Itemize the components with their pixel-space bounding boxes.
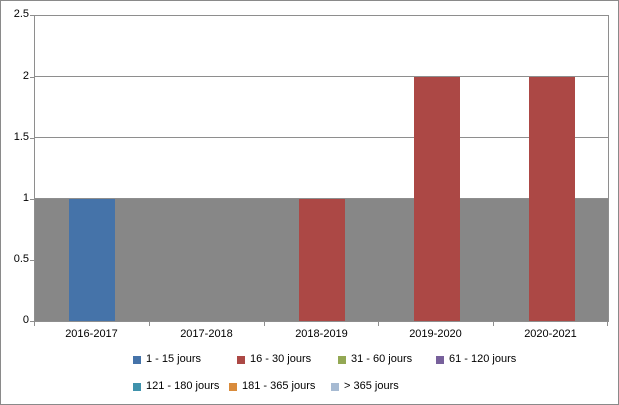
- y-axis-label-1: 1: [22, 192, 29, 204]
- x-axis-label-2017-2018: 2017-2018: [180, 328, 233, 340]
- y-axis-label-2.5: 2.5: [13, 8, 29, 20]
- y-tick: [30, 77, 34, 78]
- legend-swatch-1-15-jours: [133, 355, 141, 364]
- bar-2020-2021-16-30-jours: [528, 77, 575, 321]
- legend-swatch-16-30-jours: [237, 355, 245, 364]
- x-tick: [378, 322, 379, 326]
- y-axis-label-0: 0: [22, 314, 29, 326]
- legend-swatch-gt-365-jours: [331, 382, 339, 391]
- legend-swatch-121-180-jours: [133, 382, 141, 391]
- legend-swatch-181-365-jours: [229, 382, 237, 391]
- legend-label: 31 - 60 jours: [351, 353, 413, 365]
- legend-item-121-180-jours: 121 - 180 jours: [133, 380, 219, 393]
- x-axis-label-2016-2017: 2016-2017: [65, 328, 118, 340]
- bar-2016-2017-1-15-jours: [69, 199, 116, 321]
- y-axis-label-1.5: 1.5: [13, 131, 29, 143]
- bar-2018-2019-16-30-jours: [299, 199, 345, 321]
- y-tick: [30, 199, 34, 200]
- legend-item-181-365-jours: 181 - 365 jours: [229, 380, 315, 393]
- x-tick: [264, 322, 265, 326]
- x-tick: [607, 322, 608, 326]
- legend-label: 16 - 30 jours: [250, 353, 312, 365]
- x-tick: [493, 322, 494, 326]
- x-tick: [34, 322, 35, 326]
- legend-item-gt-365-jours: > 365 jours: [331, 380, 399, 393]
- legend-item-31-60-jours: 31 - 60 jours: [338, 353, 412, 366]
- gridline-2: [35, 76, 608, 77]
- plot-area: [34, 15, 609, 322]
- y-tick: [30, 260, 34, 261]
- x-axis-label-2018-2019: 2018-2019: [295, 328, 348, 340]
- x-tick: [149, 322, 150, 326]
- bar-2019-2020-16-30-jours: [413, 77, 460, 321]
- y-tick: [30, 138, 34, 139]
- legend-label: > 365 jours: [344, 380, 399, 392]
- legend-label: 61 - 120 jours: [449, 353, 517, 365]
- y-axis-label-0.5: 0.5: [13, 253, 29, 265]
- legend-label: 1 - 15 jours: [146, 353, 202, 365]
- legend-swatch-31-60-jours: [338, 355, 346, 364]
- legend-item-1-15-jours: 1 - 15 jours: [133, 353, 201, 366]
- y-tick: [30, 15, 34, 16]
- legend-item-61-120-jours: 61 - 120 jours: [436, 353, 516, 366]
- legend-label: 181 - 365 jours: [242, 380, 316, 392]
- legend-label: 121 - 180 jours: [146, 380, 220, 392]
- x-axis-label-2020-2021: 2020-2021: [524, 328, 577, 340]
- legend-swatch-61-120-jours: [436, 355, 444, 364]
- legend-item-16-30-jours: 16 - 30 jours: [237, 353, 311, 366]
- y-tick: [30, 321, 34, 322]
- gridline-1: [35, 198, 608, 199]
- gridline-1.5: [35, 137, 608, 138]
- x-axis-label-2019-2020: 2019-2020: [409, 328, 462, 340]
- y-axis-label-2: 2: [22, 70, 29, 82]
